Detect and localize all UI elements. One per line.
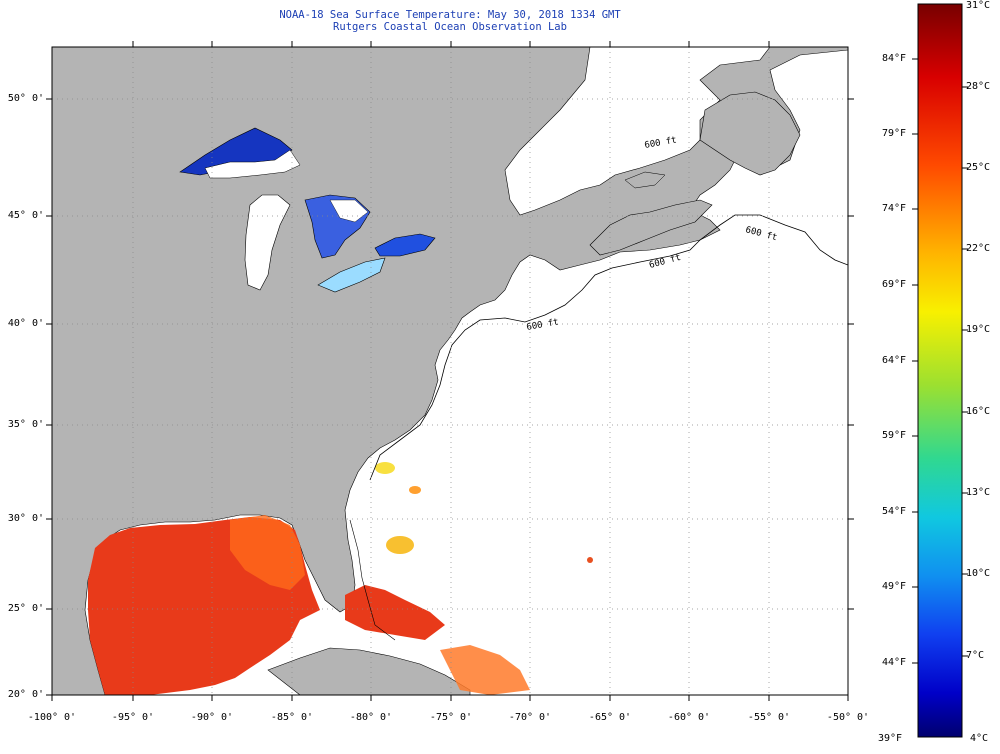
bahamas-sst bbox=[440, 645, 530, 695]
lake-superior-east bbox=[204, 149, 301, 179]
lon-label-80w: -80° 0' bbox=[349, 712, 393, 723]
lake-huron-white bbox=[329, 199, 369, 223]
newfoundland-land bbox=[699, 91, 801, 176]
lon-label-65w: -65° 0' bbox=[588, 712, 632, 723]
cb-c-31: 31°C bbox=[966, 0, 991, 11]
cb-f-54: 54°F bbox=[882, 506, 907, 517]
title-line-1: NOAA-18 Sea Surface Temperature: May 30,… bbox=[279, 9, 621, 21]
lat-label-30: 30° 0' bbox=[7, 513, 44, 524]
cb-f-39: 39°F bbox=[878, 733, 903, 744]
cb-c-22: 22°C bbox=[966, 243, 991, 254]
gulf-stream-patch-1 bbox=[375, 462, 395, 474]
lat-label-35: 35° 0' bbox=[7, 419, 44, 430]
gulf-stream-patch-2 bbox=[386, 536, 414, 554]
lat-label-20: 20° 0' bbox=[7, 689, 44, 700]
cb-f-84: 84°F bbox=[882, 53, 907, 64]
atlantic-patch bbox=[587, 557, 593, 563]
cb-c-16: 16°C bbox=[966, 406, 991, 417]
cb-f-74: 74°F bbox=[882, 203, 907, 214]
axis-ticks bbox=[46, 41, 854, 701]
lon-label-95w: -95° 0' bbox=[111, 712, 155, 723]
lon-label-55w: -55° 0' bbox=[747, 712, 791, 723]
lat-label-25: 25° 0' bbox=[7, 603, 44, 614]
lon-label-50w: -50° 0' bbox=[826, 712, 870, 723]
lat-label-50: 50° 0' bbox=[7, 93, 44, 104]
depth-contour-inner bbox=[349, 519, 396, 641]
lat-label-40: 40° 0' bbox=[7, 318, 44, 329]
lon-label-60w: -60° 0' bbox=[667, 712, 711, 723]
cb-c-4: 4°C bbox=[970, 733, 989, 744]
cb-f-69: 69°F bbox=[882, 279, 907, 290]
cuba-land bbox=[267, 647, 471, 695]
graticule bbox=[52, 47, 848, 695]
depth-contour-600ft bbox=[369, 214, 848, 481]
cb-f-44: 44°F bbox=[882, 657, 907, 668]
cb-f-79: 79°F bbox=[882, 128, 907, 139]
lake-michigan bbox=[244, 194, 291, 291]
title-line-2: Rutgers Coastal Ocean Observation Lab bbox=[333, 21, 567, 33]
nova-scotia-land bbox=[589, 199, 713, 256]
cb-c-25: 25°C bbox=[966, 162, 991, 173]
pei-land bbox=[624, 171, 666, 189]
gulf-stream-patch-3 bbox=[409, 486, 421, 494]
lon-label-85w: -85° 0' bbox=[270, 712, 314, 723]
cb-f-64: 64°F bbox=[882, 355, 907, 366]
cb-f-59: 59°F bbox=[882, 430, 907, 441]
cb-c-19: 19°C bbox=[966, 324, 991, 335]
cb-c-13: 13°C bbox=[966, 487, 991, 498]
lon-label-100w: -100° 0' bbox=[27, 712, 77, 723]
cb-c-7: 7°C bbox=[966, 650, 985, 661]
lake-ontario bbox=[374, 233, 436, 257]
lake-erie bbox=[317, 257, 386, 293]
colorbar bbox=[917, 3, 963, 738]
lon-label-90w: -90° 0' bbox=[190, 712, 234, 723]
cb-f-49: 49°F bbox=[882, 581, 907, 592]
lon-label-75w: -75° 0' bbox=[429, 712, 473, 723]
lon-label-70w: -70° 0' bbox=[508, 712, 552, 723]
map-title: NOAA-18 Sea Surface Temperature: May 30,… bbox=[200, 9, 700, 33]
lat-label-45: 45° 0' bbox=[7, 210, 44, 221]
colorbar-ticks bbox=[912, 58, 968, 664]
cb-c-28: 28°C bbox=[966, 81, 991, 92]
gulf-sst-orange bbox=[230, 515, 305, 590]
cb-c-10: 10°C bbox=[966, 568, 991, 579]
map-frame bbox=[51, 46, 849, 696]
florida-straits-sst bbox=[345, 585, 445, 640]
